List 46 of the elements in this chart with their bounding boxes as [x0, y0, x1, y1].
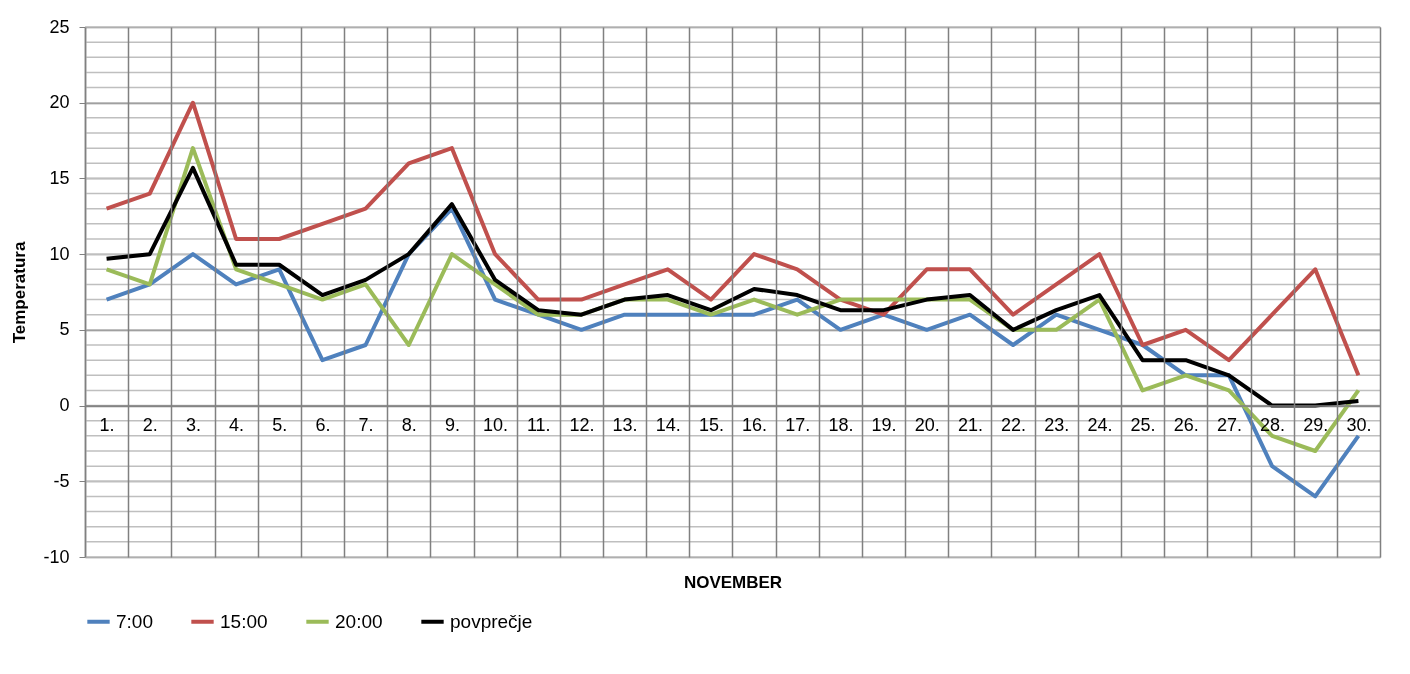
- x-tick-label: 8.: [401, 415, 417, 436]
- legend-label: 15:00: [220, 610, 268, 632]
- y-tick-label: 0: [59, 395, 70, 416]
- x-tick-label: 7.: [358, 415, 374, 436]
- x-tick-label: 12.: [569, 415, 595, 436]
- x-tick-label: 1.: [99, 415, 115, 436]
- x-tick-label: 25.: [1130, 415, 1156, 436]
- y-tick-label: 15: [49, 167, 70, 188]
- x-tick-label: 26.: [1173, 415, 1199, 436]
- line-series: [104, 100, 1361, 378]
- x-tick-label: 11.: [526, 415, 551, 436]
- legend-label: povprečje: [450, 610, 533, 632]
- x-tick-label: 19.: [871, 415, 897, 436]
- x-tick-label: 29.: [1303, 415, 1329, 436]
- y-tick-label: 20: [49, 92, 70, 113]
- x-tick-label: 20.: [914, 415, 940, 436]
- x-tick-label: 21.: [957, 415, 983, 436]
- x-tick-label: 5.: [272, 415, 288, 436]
- x-tick-label: 24.: [1087, 415, 1113, 436]
- y-axis-title: Temperatura: [10, 241, 30, 344]
- x-tick-label: 4.: [229, 415, 245, 436]
- x-tick-label: 22.: [1001, 415, 1027, 436]
- y-tick-label: 10: [49, 243, 70, 264]
- x-tick-label: 17.: [785, 415, 811, 436]
- x-tick-label: 3.: [185, 415, 201, 436]
- x-tick-label: 15.: [698, 415, 724, 436]
- legend-label: 7:00: [116, 610, 153, 632]
- x-tick-label: 13.: [612, 415, 638, 436]
- x-tick-label: 9.: [444, 415, 460, 436]
- y-tick-label: -5: [53, 470, 70, 491]
- y-tick-label: -10: [43, 546, 70, 567]
- x-tick-label: 2.: [142, 415, 158, 436]
- x-tick-label: 6.: [315, 415, 331, 436]
- x-tick-label: 18.: [828, 415, 854, 436]
- legend-label: 20:00: [335, 610, 383, 632]
- x-tick-label: 16.: [742, 415, 768, 436]
- x-tick-label: 28.: [1260, 415, 1286, 436]
- x-tick-label: 10.: [483, 415, 509, 436]
- x-tick-label: 23.: [1044, 415, 1070, 436]
- line-series: [104, 165, 1361, 408]
- x-axis-title: NOVEMBER: [683, 572, 783, 592]
- x-tick-label: 30.: [1346, 415, 1372, 436]
- x-tick-label: 27.: [1216, 415, 1242, 436]
- y-tick-label: 5: [59, 319, 70, 340]
- x-tick-label: 14.: [655, 415, 681, 436]
- y-tick-label: 25: [49, 16, 70, 37]
